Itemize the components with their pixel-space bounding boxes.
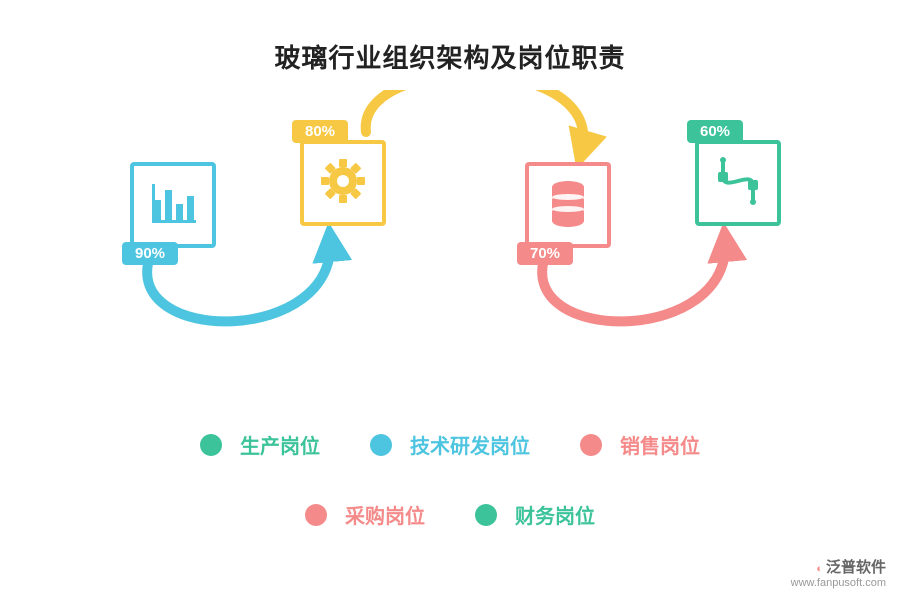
legend-item: 采购岗位 (305, 500, 425, 529)
legend-dot-icon (305, 504, 327, 526)
db-icon (544, 177, 592, 234)
legend-item: 技术研发岗位 (370, 430, 530, 459)
gear-icon (317, 155, 369, 212)
bars-icon (148, 178, 198, 233)
card1-badge: 90% (122, 242, 178, 265)
watermark-logo-icon: ◐ (816, 563, 823, 575)
card4 (695, 140, 781, 226)
chart-title: 玻璃行业组织架构及岗位职责 (274, 38, 625, 75)
legend-item: 生产岗位 (200, 430, 320, 459)
card2-badge: 80% (292, 120, 348, 143)
cable-icon (711, 154, 765, 213)
legend-label: 采购岗位 (345, 500, 425, 529)
watermark: ◐ 泛普软件 www.fanpusoft.com (791, 559, 886, 590)
legend-row-2: 采购岗位 财务岗位 (0, 500, 900, 529)
card4-badge: 60% (687, 120, 743, 143)
legend-label: 销售岗位 (620, 430, 700, 459)
legend-dot-icon (200, 434, 222, 456)
watermark-brand: 泛普软件 (826, 559, 886, 576)
legend-item: 财务岗位 (475, 500, 595, 529)
flow-stage: 90% 80% 70% (0, 90, 900, 350)
legend-dot-icon (580, 434, 602, 456)
card3 (525, 162, 611, 248)
flow-arrow (366, 90, 584, 154)
legend-dot-icon (475, 504, 497, 526)
legend-dot-icon (370, 434, 392, 456)
legend-label: 生产岗位 (240, 430, 320, 459)
legend-label: 技术研发岗位 (410, 430, 530, 459)
legend-item: 销售岗位 (580, 430, 700, 459)
legend-label: 财务岗位 (515, 500, 595, 529)
watermark-url: www.fanpusoft.com (791, 577, 886, 589)
card3-badge: 70% (517, 242, 573, 265)
legend-row-1: 生产岗位 技术研发岗位 销售岗位 (0, 430, 900, 459)
card1 (130, 162, 216, 248)
card2 (300, 140, 386, 226)
